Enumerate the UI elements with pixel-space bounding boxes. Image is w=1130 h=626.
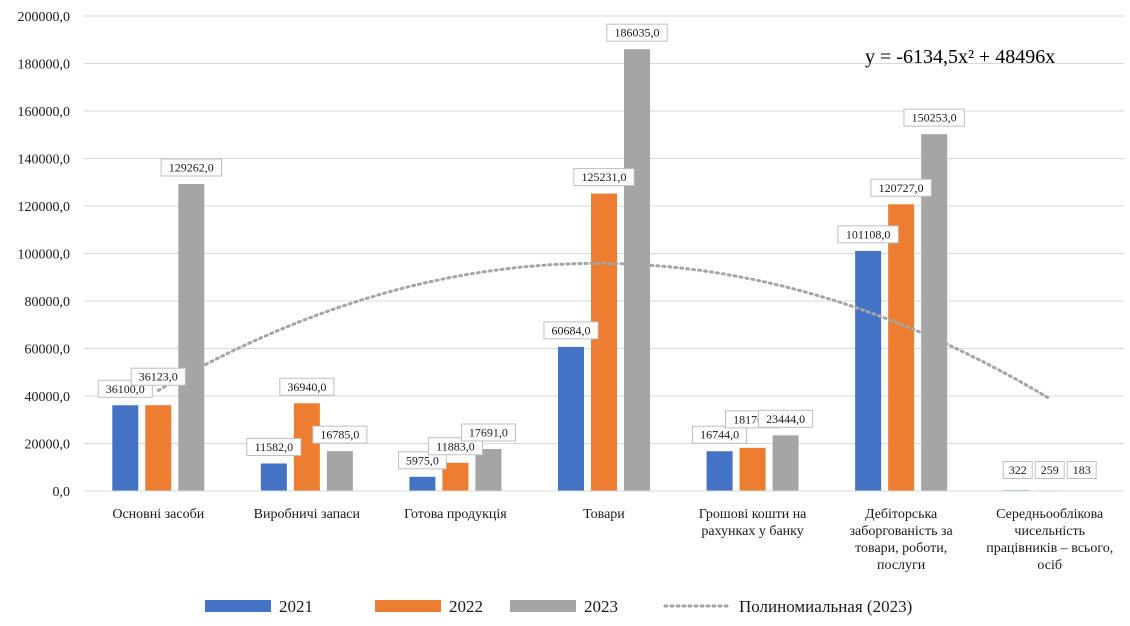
svg-text:60684,0: 60684,0	[552, 323, 591, 337]
category-label: Дебіторська заборгованість за товари, робо…	[850, 507, 954, 573]
svg-text:101108,0: 101108,0	[846, 227, 891, 241]
data-label-2022-1: 36940,0	[279, 377, 335, 396]
legend: 2021 2022 2023 Полиномиальная (2023)	[205, 597, 912, 616]
bar-2021-3	[558, 346, 584, 491]
bar-2022-5	[888, 204, 915, 491]
data-label-2023-2: 17691,0	[460, 423, 516, 442]
bar-2023-3	[624, 49, 650, 492]
svg-text:16744,0: 16744,0	[700, 428, 739, 442]
svg-text:36940,0: 36940,0	[287, 380, 326, 394]
svg-text:259: 259	[1041, 463, 1059, 477]
bar-2023-0	[178, 184, 205, 491]
data-label-2023-3: 186035,0	[606, 23, 668, 42]
svg-text:36123,0: 36123,0	[139, 370, 178, 384]
data-label-2022-5: 120727,0	[870, 178, 932, 197]
legend-item-2021: 2021	[205, 597, 313, 616]
data-label-2021-6: 322	[1002, 461, 1033, 479]
svg-text:129262,0: 129262,0	[169, 161, 214, 175]
legend-item-2022: 2022	[375, 597, 483, 616]
trendline-equation: y = -6134,5x² + 48496x	[865, 46, 1055, 68]
bar-2023-4	[772, 435, 799, 491]
data-label-2022-6: 259	[1034, 461, 1065, 479]
y-tick-label: 100000,0	[18, 248, 71, 263]
svg-text:11883,0: 11883,0	[436, 439, 475, 453]
trendline-2023	[156, 261, 1052, 401]
bar-2022-3	[591, 193, 617, 492]
bar-2022-0	[145, 405, 172, 491]
svg-text:11582,0: 11582,0	[255, 440, 294, 454]
svg-text:2023: 2023	[584, 597, 618, 616]
svg-text:322: 322	[1009, 463, 1027, 477]
data-label-2023-0: 129262,0	[160, 158, 222, 177]
bar-2021-1	[260, 463, 287, 491]
y-tick-label: 60000,0	[25, 343, 71, 358]
svg-text:17691,0: 17691,0	[469, 425, 508, 439]
data-label-2023-4: 23444,0	[758, 409, 814, 428]
bar-2021-5	[855, 250, 882, 491]
y-tick-label: 120000,0	[18, 200, 71, 215]
svg-text:125231,0: 125231,0	[582, 170, 627, 184]
svg-text:2022: 2022	[449, 597, 483, 616]
data-label-2022-0: 36123,0	[130, 367, 186, 386]
data-label-2021-1: 11582,0	[246, 437, 302, 456]
data-label-2023-6: 183	[1066, 461, 1097, 479]
svg-text:23444,0: 23444,0	[766, 412, 805, 426]
svg-text:2021: 2021	[279, 597, 313, 616]
bar-2023-1	[326, 451, 353, 491]
y-tick-label: 0,0	[53, 485, 71, 500]
data-label-2022-3: 125231,0	[573, 168, 635, 187]
svg-text:Полиномиальная (2023): Полиномиальная (2023)	[739, 597, 912, 616]
data-label-2021-5: 101108,0	[837, 225, 899, 244]
bars	[112, 49, 1096, 492]
data-label-2021-3: 60684,0	[543, 321, 599, 340]
y-tick-label: 80000,0	[25, 295, 71, 310]
data-labels: 36100,011582,05975,060684,016744,0101108…	[97, 23, 1097, 479]
bar-2023-2	[475, 448, 502, 491]
y-tick-label: 20000,0	[25, 438, 71, 453]
svg-text:120727,0: 120727,0	[879, 181, 924, 195]
data-label-2023-1: 16785,0	[312, 425, 368, 444]
bar-2021-0	[112, 405, 139, 491]
data-label-2022-2: 11883,0	[427, 437, 483, 456]
y-axis-tick-labels: 0,0 20000,0 40000,0 60000,0 80000,0 100000,0 1…	[18, 10, 71, 500]
bar-2021-2	[409, 476, 436, 491]
category-label: Грошові кошти на рахунках у банку	[699, 507, 807, 539]
y-tick-label: 200000,0	[18, 10, 71, 25]
svg-text:150253,0: 150253,0	[912, 111, 957, 125]
bar-2022-4	[739, 447, 766, 491]
category-label: Основні засоби	[112, 507, 204, 522]
y-tick-label: 40000,0	[25, 390, 71, 405]
category-label: Середньооблікова чисельність працівників –…	[986, 507, 1113, 573]
y-tick-label: 140000,0	[18, 153, 71, 168]
legend-item-полиномиальная-2023: Полиномиальная (2023)	[663, 597, 912, 616]
svg-text:16785,0: 16785,0	[320, 428, 359, 442]
svg-text:183: 183	[1073, 463, 1091, 477]
legend-item-2023: 2023	[510, 597, 618, 616]
category-label: Готова продукція	[404, 507, 507, 522]
data-label-2023-5: 150253,0	[903, 108, 965, 127]
data-label-2021-2: 5975,0	[398, 451, 447, 470]
svg-text:186035,0: 186035,0	[615, 26, 660, 40]
category-label: Виробничі запаси	[254, 507, 361, 522]
svg-text:5975,0: 5975,0	[406, 453, 439, 467]
category-labels: Основні засоби Виробничі запаси Готова про…	[112, 507, 1113, 573]
y-tick-label: 160000,0	[18, 105, 71, 120]
bar-2021-4	[706, 451, 733, 491]
y-tick-label: 180000,0	[18, 58, 71, 73]
category-label: Товари	[583, 507, 625, 522]
data-label-2021-4: 16744,0	[692, 425, 748, 444]
